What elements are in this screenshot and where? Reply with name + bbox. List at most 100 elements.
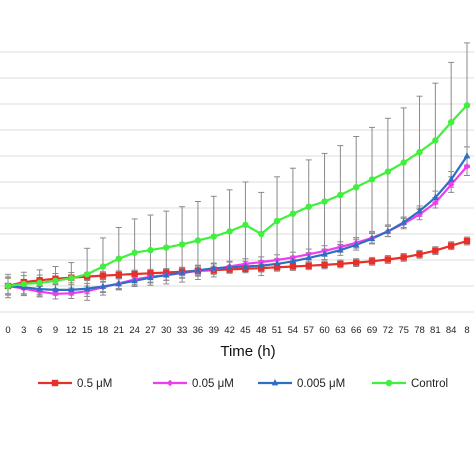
series-markers [4, 102, 471, 297]
data-point-0-005-um [147, 273, 154, 281]
data-point-0-5-um [147, 270, 154, 277]
x-tick-label: 75 [398, 325, 409, 336]
data-point-control [447, 119, 455, 126]
data-point-0-005-um [416, 207, 423, 214]
x-tick-label: 60 [319, 325, 330, 336]
data-point-0-005-um [337, 246, 344, 253]
legend-swatch-marker [385, 379, 393, 387]
series-lines [7, 104, 468, 295]
data-point-control [4, 282, 12, 290]
data-point-0-005-um [163, 271, 170, 278]
x-tick-label: 39 [208, 325, 219, 336]
x-tick-label: 0 [5, 325, 10, 336]
data-point-control [321, 198, 328, 205]
legend-label: 0.005 μM [297, 378, 345, 390]
data-point-control [99, 263, 107, 270]
data-point-0-005-um [242, 262, 249, 269]
legend: 0.5 μM 0.05 μM 0.005 μM Control [38, 378, 448, 390]
data-point-control [384, 168, 392, 175]
data-point-0-05-um [416, 211, 423, 218]
data-point-0-005-um [305, 253, 312, 261]
series-line-0-05-um [7, 165, 468, 295]
data-point-0-005-um [273, 259, 281, 267]
x-tick-label: 57 [303, 325, 314, 336]
x-axis-title: Time (h) [220, 343, 275, 360]
data-point-control [337, 191, 344, 199]
data-point-control [273, 217, 281, 225]
data-point-0-5-um [368, 258, 376, 265]
data-point-control [416, 148, 423, 156]
data-point-0-005-um [258, 261, 265, 269]
data-point-0-05-um [432, 199, 439, 206]
x-tick-label: 30 [161, 325, 172, 336]
data-point-control [289, 210, 297, 217]
data-point-0-5-um [416, 251, 423, 258]
data-point-0-005-um [400, 218, 407, 225]
data-point-0-5-um [305, 262, 312, 269]
data-point-control [20, 280, 28, 288]
x-tick-label: 21 [114, 325, 125, 336]
data-point-control [163, 244, 170, 251]
data-point-0-005-um [131, 276, 138, 284]
data-point-0-5-um [447, 242, 455, 249]
data-point-0-05-um [463, 163, 471, 170]
data-point-0-005-um [52, 285, 59, 293]
data-point-control [226, 228, 233, 235]
data-point-control [242, 221, 249, 229]
error-bars [5, 42, 470, 301]
x-tick-label: 9 [53, 325, 58, 336]
data-point-control [115, 255, 122, 262]
x-tick-label: 69 [367, 325, 378, 336]
data-point-control [68, 275, 75, 282]
data-point-0-005-um [447, 175, 455, 182]
x-tick-label: 48 [256, 325, 267, 336]
data-point-0-005-um [368, 234, 376, 242]
data-point-0-5-um [400, 254, 407, 261]
data-point-control [83, 271, 91, 278]
gridlines [0, 51, 474, 313]
data-point-0-5-um [337, 260, 344, 268]
legend-swatch-marker [166, 379, 174, 387]
legend-swatch-marker [51, 379, 59, 387]
data-point-0-005-um [226, 263, 233, 270]
series-line-0-005-um [7, 155, 468, 291]
x-tick-label: 66 [351, 325, 362, 336]
data-point-0-005-um [68, 285, 75, 293]
data-point-0-005-um [289, 257, 297, 264]
data-point-0-05-um [447, 181, 455, 188]
data-point-0-005-um [210, 264, 217, 271]
data-point-control [147, 246, 154, 254]
series-line-0-5-um [7, 239, 468, 288]
data-point-0-005-um [353, 240, 360, 248]
data-point-control [368, 176, 376, 183]
legend-swatch-marker [271, 379, 279, 386]
x-tick-label: 45 [240, 325, 251, 336]
data-point-control [210, 233, 217, 240]
x-tick-label: 18 [98, 325, 109, 336]
x-tick-label: 81 [430, 325, 441, 336]
data-point-0-005-um [463, 152, 471, 159]
x-tick-label: 42 [224, 325, 235, 336]
x-tick-label: 63 [335, 325, 346, 336]
legend-label: 0.05 μM [192, 378, 234, 390]
data-point-0-5-um [99, 272, 107, 279]
data-point-0-5-um [463, 237, 471, 245]
data-point-0-005-um [194, 266, 202, 273]
data-point-0-005-um [36, 285, 43, 292]
x-tick-label: 84 [446, 325, 457, 336]
data-point-0-005-um [321, 250, 328, 257]
x-tick-label: 15 [82, 325, 93, 336]
data-point-0-5-um [273, 264, 281, 271]
data-point-0-5-um [321, 261, 328, 269]
x-tick-label: 3 [21, 325, 26, 336]
x-tick-label: 24 [129, 325, 140, 336]
x-tick-label: 72 [383, 325, 394, 336]
x-tick-label: 8 [464, 325, 469, 336]
legend-label: Control [411, 378, 448, 390]
data-point-0-005-um [99, 282, 107, 289]
data-point-control [258, 230, 265, 238]
data-point-control [178, 241, 186, 248]
data-point-control [194, 237, 202, 244]
data-point-control [463, 102, 471, 109]
